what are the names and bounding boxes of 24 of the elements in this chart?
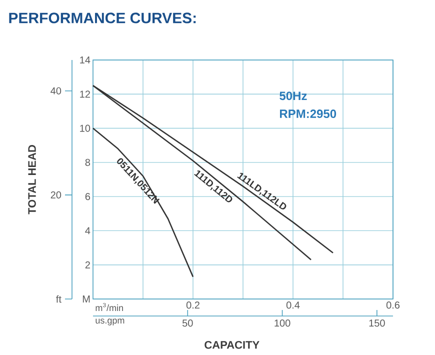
annotation: RPM:2950 bbox=[280, 110, 336, 118]
y2-tick-label: ft bbox=[56, 295, 62, 303]
x-axis-title: CAPACITY bbox=[204, 341, 260, 349]
y-tick-label: M bbox=[82, 296, 90, 302]
text: us.gpm bbox=[96, 318, 124, 326]
y-tick-label: 8 bbox=[85, 158, 90, 166]
y2-tick-label: 40 bbox=[50, 87, 62, 94]
y2-tick-label: 20 bbox=[50, 191, 62, 198]
y-tick-label: 6 bbox=[85, 193, 90, 200]
x2-tick-label: 100 bbox=[274, 320, 290, 327]
y-tick-label: 10 bbox=[80, 124, 90, 132]
x-tick-label: 0.6 bbox=[386, 302, 400, 309]
y-tick-label: 4 bbox=[85, 227, 90, 234]
y-tick-label: 2 bbox=[85, 261, 90, 268]
x-tick-label: 0.2 bbox=[186, 302, 200, 309]
x2-tick-label: 50 bbox=[182, 320, 193, 327]
text: m$^{3}$/min bbox=[96, 302, 123, 312]
x-tick-label: 0.4 bbox=[286, 302, 300, 309]
x2-tick-label: 150 bbox=[369, 320, 385, 327]
annotation: 50Hz bbox=[280, 92, 307, 100]
y-tick-label: 12 bbox=[80, 90, 90, 98]
chart-title: PERFORMANCE CURVES: bbox=[9, 12, 196, 24]
y-tick-label: 14 bbox=[80, 56, 90, 64]
y2-axis-title: TOTAL HEAD bbox=[28, 145, 36, 214]
